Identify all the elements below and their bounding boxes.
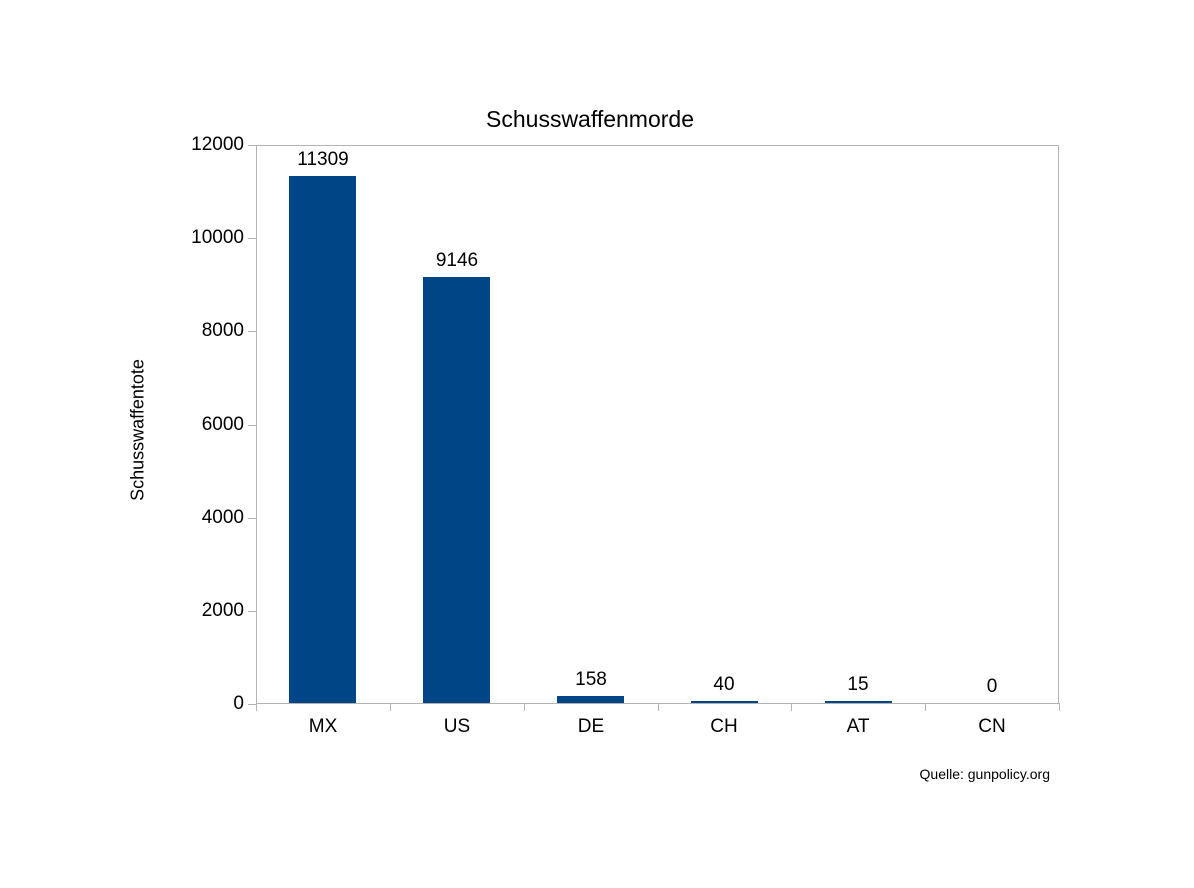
x-category-label: US [443,716,471,737]
y-tick-label: 8000 [201,320,244,341]
y-tick-mark [248,145,256,146]
bar [557,696,624,703]
bar-value-label: 0 [986,676,998,697]
bar-value-label: 11309 [297,149,349,170]
x-category-label: CN [978,716,1006,737]
bar-value-label: 15 [847,674,869,695]
x-category-label: DE [577,716,605,737]
chart-title: Schusswaffenmorde [486,106,694,132]
bar-value-label: 40 [713,674,735,695]
x-tick-mark [791,703,792,711]
bar-value-label: 158 [575,669,607,690]
y-tick-mark [248,238,256,239]
y-tick-mark [248,425,256,426]
x-tick-mark [658,703,659,711]
y-tick-label: 12000 [191,134,244,155]
x-tick-mark [390,703,391,711]
x-tick-mark [256,703,257,711]
y-tick-mark [248,704,256,705]
x-category-label: AT [846,716,870,737]
x-tick-mark [524,703,525,711]
y-tick-label: 6000 [201,414,244,435]
source-label: Quelle: gunpolicy.org [919,766,1050,782]
y-tick-mark [248,331,256,332]
y-tick-mark [248,611,256,612]
x-tick-mark [1059,703,1060,711]
plot-area [256,145,1059,704]
bar [691,701,758,703]
bar [289,176,356,703]
bar [825,701,892,703]
bar-value-label: 9146 [435,250,479,271]
x-category-label: CH [710,716,738,737]
y-tick-label: 10000 [191,227,244,248]
x-tick-mark [925,703,926,711]
bar [423,277,490,703]
y-tick-label: 0 [233,693,244,714]
y-tick-label: 4000 [201,507,244,528]
y-tick-mark [248,518,256,519]
x-category-label: MX [308,716,338,737]
y-tick-label: 2000 [201,600,244,621]
